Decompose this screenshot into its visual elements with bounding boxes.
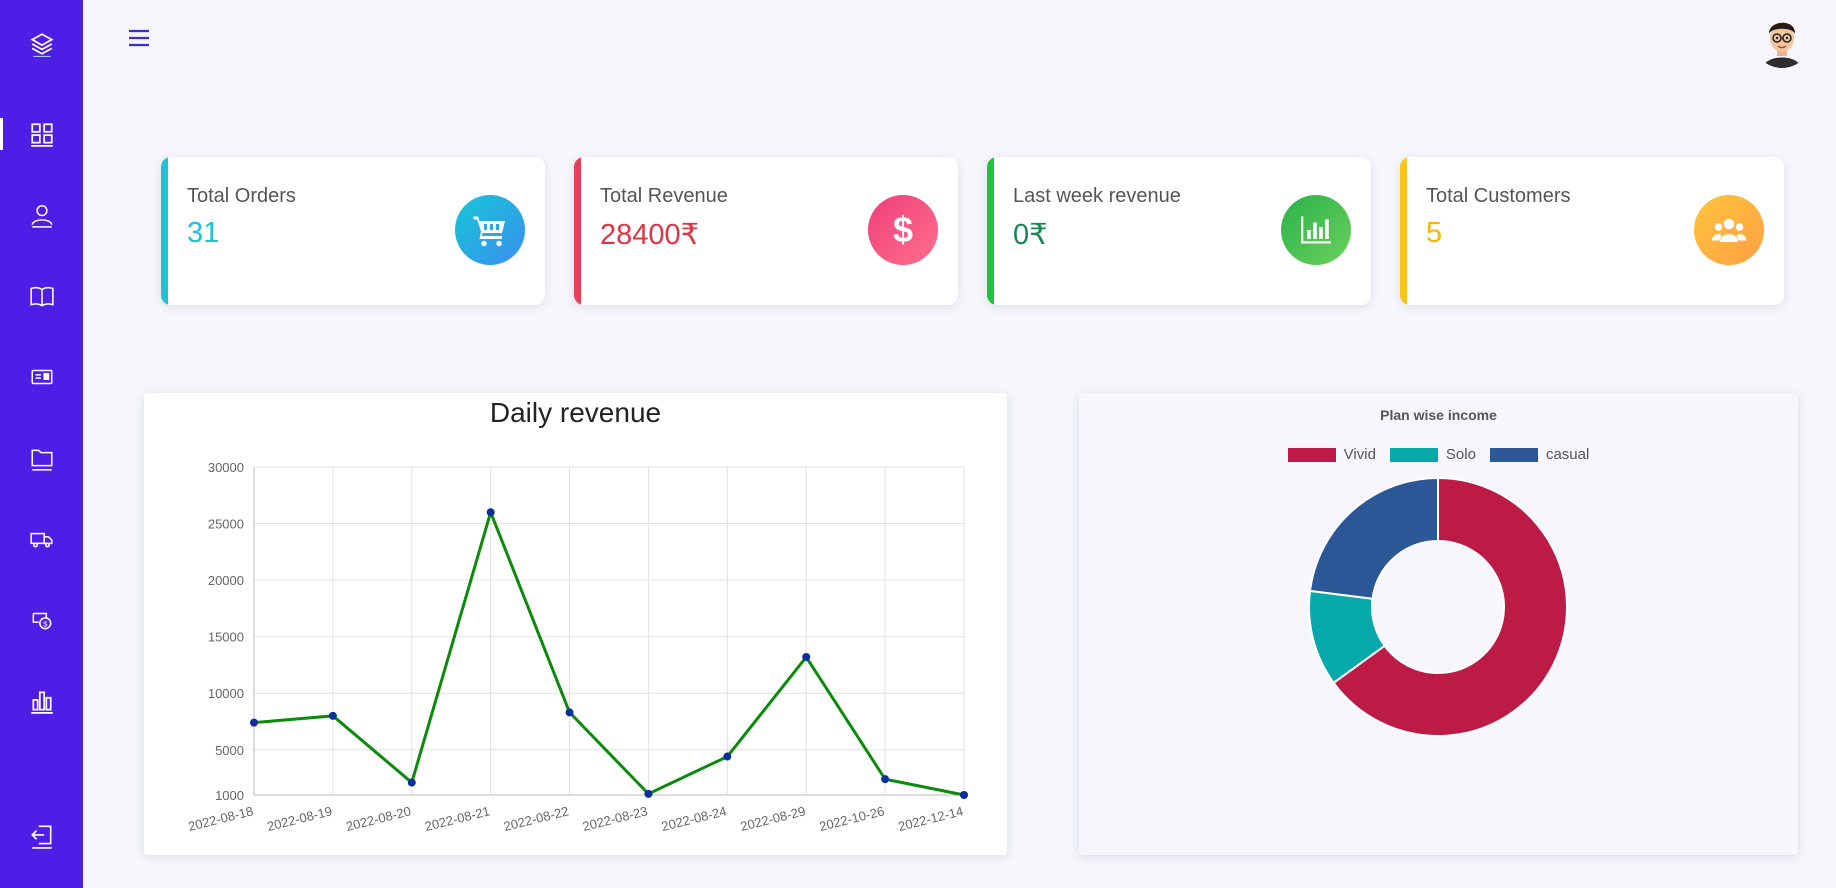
- truck-icon: [29, 532, 53, 548]
- plan-wise-income-donut-chart: [1308, 476, 1568, 737]
- y-tick-label: 10000: [208, 686, 244, 701]
- legend-swatch: [1287, 447, 1336, 462]
- stat-value: 0₹: [1013, 219, 1048, 251]
- data-point: [486, 508, 495, 517]
- x-tick-label: 2022-08-24: [660, 803, 728, 834]
- series-line: [253, 507, 965, 797]
- hamburger-icon: [129, 29, 149, 47]
- y-tick-label: 1000: [215, 788, 244, 803]
- y-tick-label: 5000: [215, 743, 244, 758]
- y-tick-label: 25000: [208, 517, 244, 532]
- topbar: [83, 0, 1836, 80]
- pie-slice-casual: [1308, 476, 1439, 600]
- card-accent-stripe: [987, 157, 994, 305]
- x-tick-label: 2022-08-19: [265, 803, 333, 834]
- card-accent-stripe: [1400, 157, 1407, 305]
- x-tick-label: 2022-10-26: [818, 803, 886, 834]
- legend-item-vivid[interactable]: Vivid: [1287, 446, 1376, 463]
- x-tick-label: 2022-08-22: [502, 803, 570, 834]
- dollar-icon: $: [868, 195, 938, 265]
- y-tick-label: 30000: [208, 460, 244, 475]
- stat-card-total-orders: Total Orders 31: [161, 157, 545, 305]
- legend-label: Vivid: [1343, 446, 1376, 463]
- x-tick-label: 2022-08-29: [739, 803, 807, 834]
- user-avatar[interactable]: [1753, 10, 1811, 68]
- stat-card-total-revenue: Total Revenue 28400₹ $: [574, 157, 958, 305]
- users-icon: [1694, 195, 1764, 265]
- menu-toggle-button[interactable]: [125, 24, 153, 52]
- cart-icon: [455, 195, 525, 265]
- stat-card-total-customers: Total Customers 5: [1400, 157, 1784, 305]
- sidebar-item-dashboard[interactable]: [0, 110, 83, 158]
- legend-swatch: [1489, 447, 1538, 462]
- data-point: [565, 708, 574, 717]
- money-icon: $: [32, 612, 51, 630]
- chart-legend: Vivid Solo casual: [1079, 446, 1798, 463]
- svg-text:$: $: [43, 620, 48, 629]
- data-point: [644, 789, 653, 798]
- book-icon: [29, 286, 54, 307]
- stat-value: 31: [187, 217, 220, 249]
- svg-text:$: $: [893, 212, 913, 248]
- sidebar-item-payments[interactable]: $: [0, 596, 83, 644]
- logout-button[interactable]: [0, 812, 83, 860]
- daily-revenue-line-chart: 1000 5000 10000 15000 20000 25000 30000 2022-08…: [187, 460, 968, 834]
- data-point: [250, 718, 258, 727]
- data-point: [723, 752, 732, 761]
- y-tick-label: 20000: [208, 573, 244, 588]
- logo-layers-icon[interactable]: [0, 20, 83, 68]
- stat-label: Total Revenue: [600, 185, 728, 207]
- x-tick-label: 2022-08-18: [187, 803, 255, 834]
- sidebar: $: [0, 0, 83, 888]
- legend-label: casual: [1545, 446, 1590, 463]
- legend-item-casual[interactable]: casual: [1489, 446, 1590, 463]
- x-tick-label: 2022-08-23: [581, 803, 649, 834]
- stat-card-last-week-revenue: Last week revenue 0₹: [987, 157, 1371, 305]
- plan-wise-income-panel: Plan wise income Vivid Solo casual: [1079, 393, 1798, 855]
- sidebar-item-users[interactable]: [0, 191, 83, 239]
- chart-title: Plan wise income: [1380, 407, 1497, 423]
- card-accent-stripe: [574, 157, 581, 305]
- bar-chart-icon: [1281, 195, 1351, 265]
- x-tick-label: 2022-08-21: [423, 803, 491, 834]
- user-icon: [31, 205, 52, 228]
- sidebar-item-book[interactable]: [0, 272, 83, 320]
- sidebar-item-delivery[interactable]: [0, 515, 83, 563]
- data-point: [328, 711, 337, 720]
- stat-label: Total Customers: [1426, 185, 1571, 207]
- legend-label: Solo: [1445, 446, 1476, 463]
- folder-icon: [30, 449, 53, 471]
- stat-label: Last week revenue: [1013, 185, 1181, 207]
- data-point: [407, 778, 416, 787]
- sidebar-item-reports[interactable]: [0, 677, 83, 725]
- y-tick-label: 15000: [208, 630, 244, 645]
- x-tick-label: 2022-12-14: [897, 803, 965, 834]
- sidebar-item-cards[interactable]: [0, 353, 83, 401]
- logout-icon: [30, 825, 52, 849]
- pie-slice-vivid: [1332, 476, 1568, 737]
- stat-label: Total Orders: [187, 185, 296, 207]
- data-point: [960, 791, 968, 799]
- stat-value: 28400₹: [600, 219, 700, 251]
- legend-item-solo[interactable]: Solo: [1389, 446, 1476, 463]
- card-accent-stripe: [161, 157, 168, 305]
- dashboard-grid-icon: [30, 123, 53, 147]
- x-tick-label: 2022-08-20: [344, 803, 412, 834]
- sidebar-item-folder[interactable]: [0, 434, 83, 482]
- chart-title: Daily revenue: [489, 397, 662, 428]
- stat-value: 5: [1426, 217, 1443, 249]
- bar-chart-icon: [30, 691, 53, 714]
- id-card-icon: [30, 369, 53, 385]
- data-point: [881, 775, 890, 784]
- data-point: [802, 653, 811, 662]
- legend-swatch: [1389, 447, 1438, 462]
- daily-revenue-chart-panel: Daily revenue 1000 5000 10000 15000 20000 250…: [144, 393, 1007, 855]
